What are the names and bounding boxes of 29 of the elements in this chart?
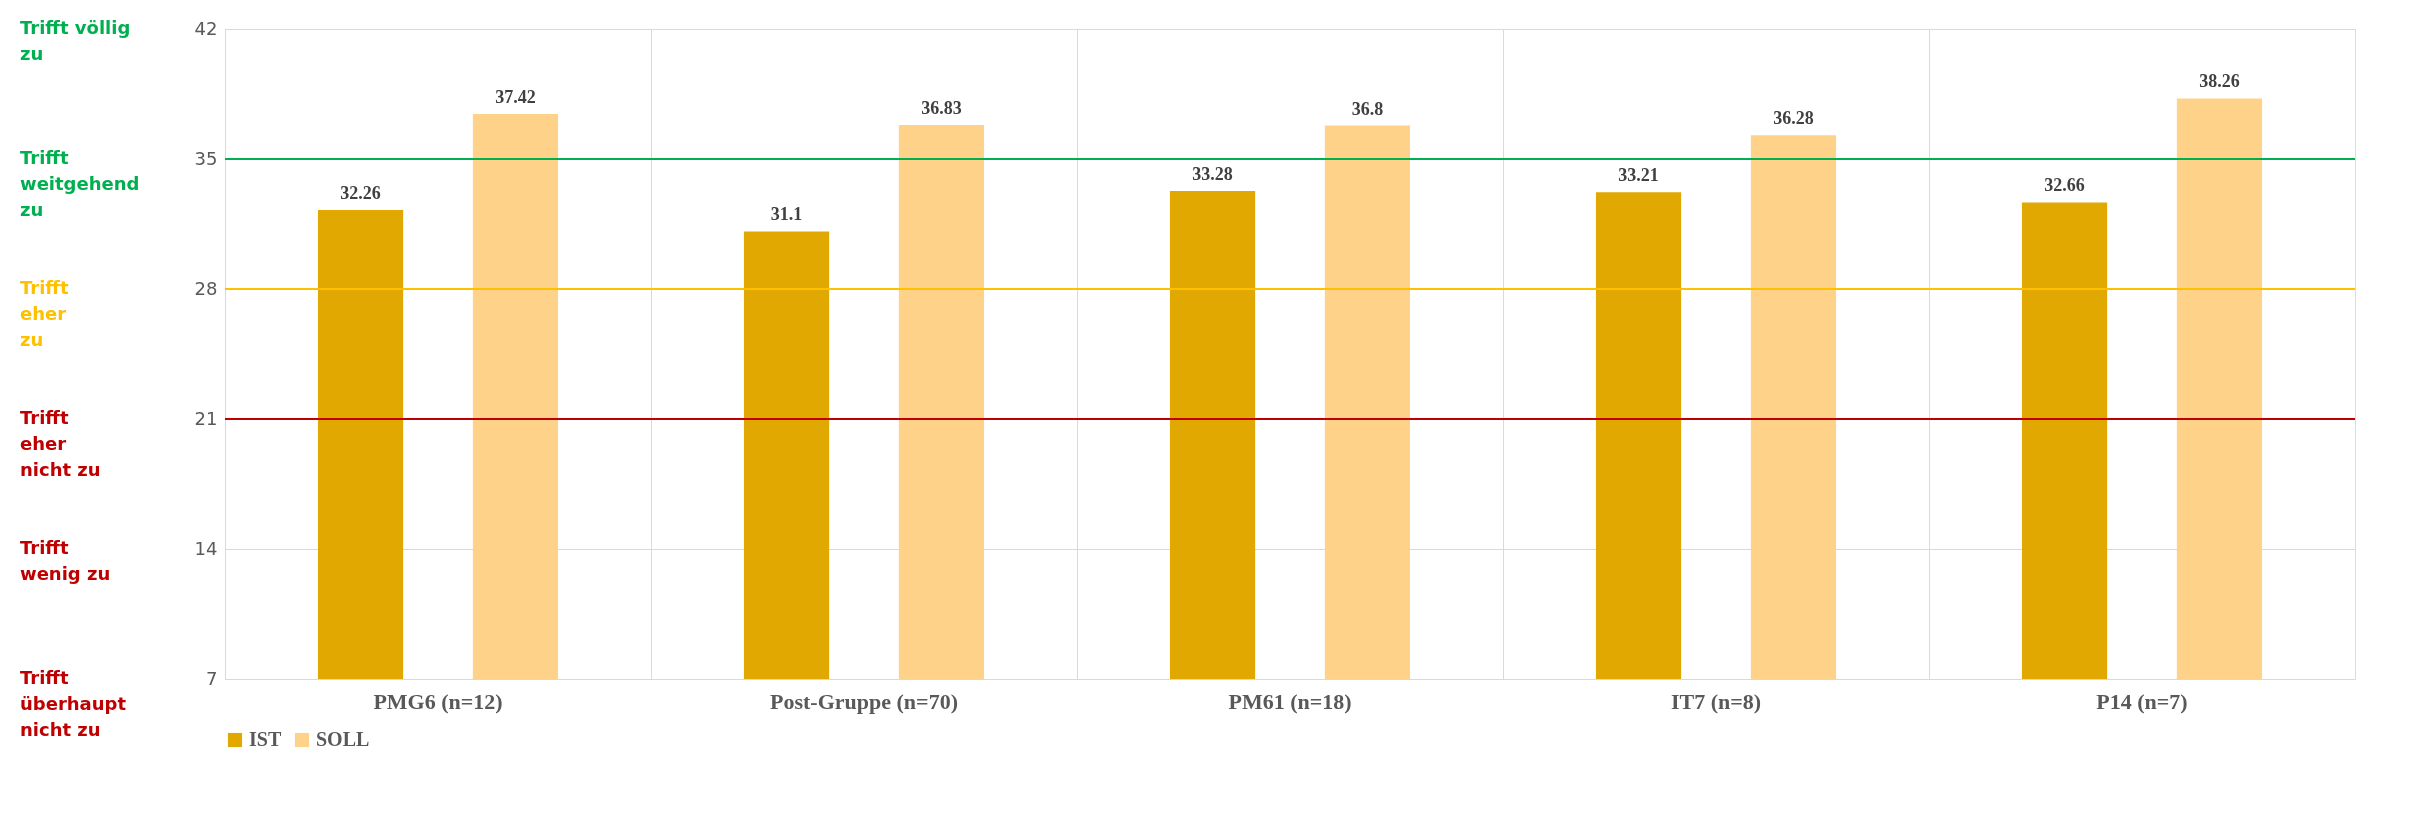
data-label: 36.28 [1773,108,1814,129]
data-label: 31.1 [770,204,803,225]
legend-label: IST [249,728,282,750]
x-tick-label: PM61 (n=18) [1228,688,1352,714]
data-label: 36.8 [1351,98,1384,119]
x-tick-label: P14 (n=7) [2096,688,2188,714]
y-tick-label: 14 [194,537,218,559]
x-tick-label: PMG6 (n=12) [373,688,503,714]
y-tick-label: 21 [194,407,218,429]
data-label: 36.83 [921,98,962,119]
text: Trifft eher zu [20,277,69,350]
data-label: 32.66 [2044,175,2085,196]
x-tick-label: Post-Gruppe (n=70) [770,688,958,714]
y-tick-label: 28 [194,277,218,299]
data-label: 37.42 [495,87,536,108]
text: Trifft völlig zu [20,17,131,64]
text: Trifft überhaupt nicht zu [20,667,127,740]
x-tick-label: IT7 (n=8) [1670,688,1762,714]
text: Trifft wenig zu [20,537,111,584]
data-label: 38.26 [2199,71,2240,92]
legend-label: SOLL [316,728,370,750]
data-label: 32.26 [340,182,381,203]
data-label: 33.21 [1618,165,1659,186]
y-tick-label: 35 [194,147,218,169]
text: Trifft eher nicht zu [20,407,101,480]
y-tick-label: 42 [194,17,218,39]
y-tick-label: 7 [206,667,218,689]
text: Trifft weitgehend zu [20,147,140,220]
data-label: 33.28 [1192,163,1233,184]
